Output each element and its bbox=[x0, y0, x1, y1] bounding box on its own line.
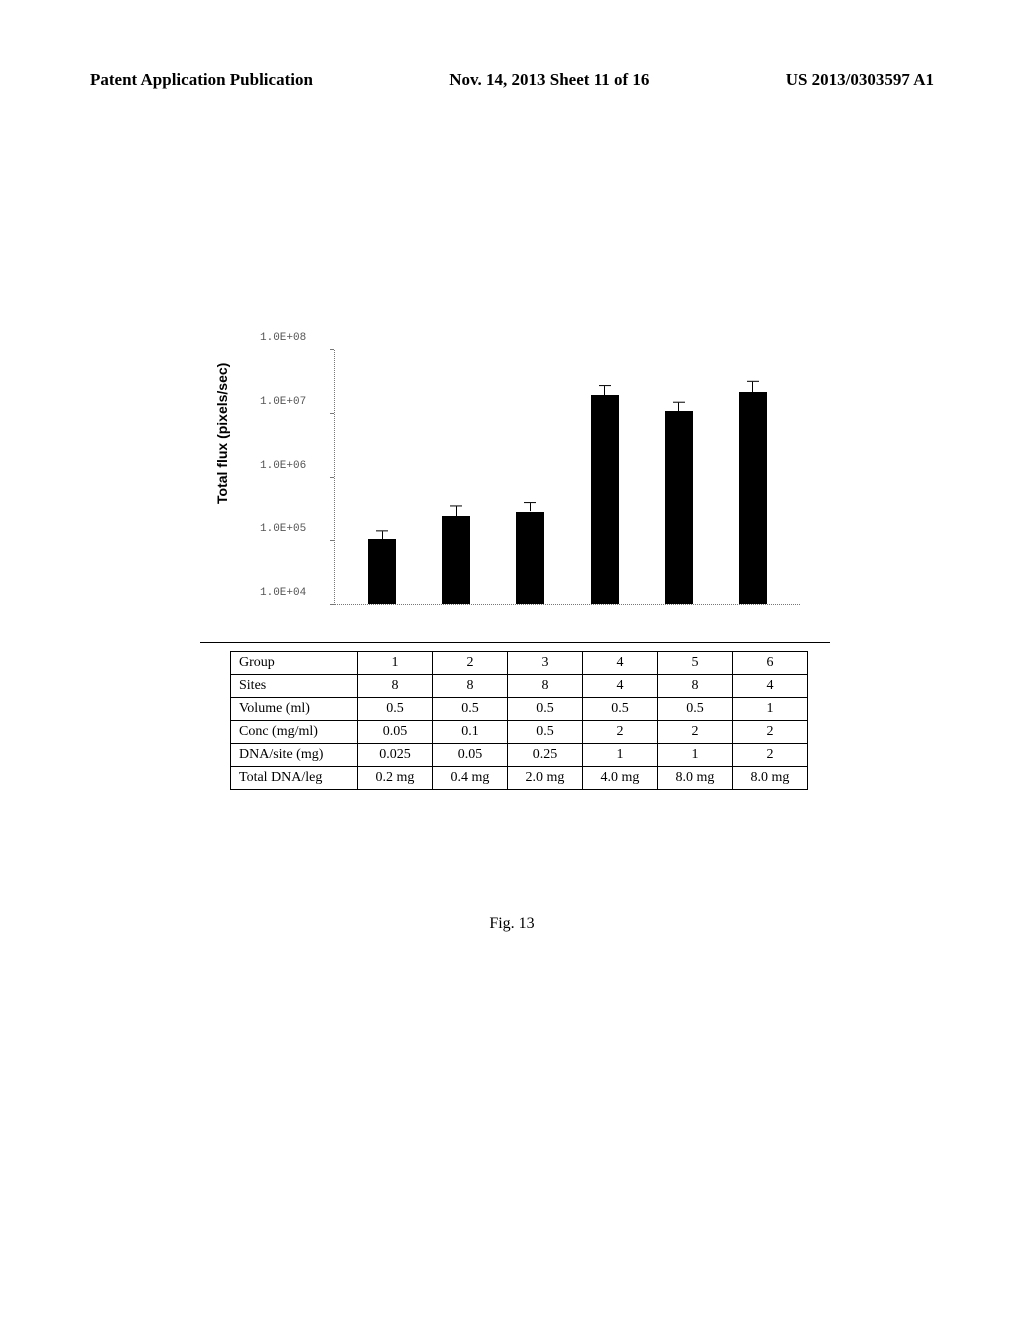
bar-column bbox=[573, 350, 635, 604]
y-tick: 1.0E+07 bbox=[260, 396, 306, 408]
table-cell: 0.1 bbox=[433, 721, 508, 744]
error-bar bbox=[450, 505, 462, 516]
row-header: Conc (mg/ml) bbox=[231, 721, 358, 744]
table-cell: 2 bbox=[583, 721, 658, 744]
table-row: Sites888484 bbox=[231, 675, 808, 698]
table-cell: 1 bbox=[658, 744, 733, 767]
table-cell: 0.025 bbox=[358, 744, 433, 767]
bar-column bbox=[499, 350, 561, 604]
header-center: Nov. 14, 2013 Sheet 11 of 16 bbox=[313, 70, 786, 90]
table-cell: 1 bbox=[583, 744, 658, 767]
divider-line bbox=[200, 642, 830, 643]
tick-mark bbox=[330, 413, 334, 414]
tick-mark bbox=[330, 349, 334, 350]
table-cell: 0.2 mg bbox=[358, 767, 433, 790]
bar bbox=[739, 392, 767, 604]
bar-column bbox=[722, 350, 784, 604]
table-cell: 8.0 mg bbox=[733, 767, 808, 790]
row-header: Volume (ml) bbox=[231, 698, 358, 721]
table-cell: 0.5 bbox=[508, 721, 583, 744]
tick-mark bbox=[330, 604, 334, 605]
table-row: Group123456 bbox=[231, 652, 808, 675]
table-cell: 0.5 bbox=[583, 698, 658, 721]
bar-chart: Total flux (pixels/sec) 1.0E+041.0E+051.… bbox=[230, 350, 800, 630]
figure-caption: Fig. 13 bbox=[0, 915, 1024, 933]
table-cell: 5 bbox=[658, 652, 733, 675]
table-row: DNA/site (mg)0.0250.050.25112 bbox=[231, 744, 808, 767]
table-row: Conc (mg/ml)0.050.10.5222 bbox=[231, 721, 808, 744]
y-tick: 1.0E+06 bbox=[260, 460, 306, 472]
bar bbox=[665, 411, 693, 604]
row-header: Total DNA/leg bbox=[231, 767, 358, 790]
table-cell: 4 bbox=[583, 675, 658, 698]
table-cell: 2 bbox=[433, 652, 508, 675]
table-cell: 1 bbox=[733, 698, 808, 721]
table-cell: 0.5 bbox=[508, 698, 583, 721]
table-cell: 0.5 bbox=[358, 698, 433, 721]
table-cell: 2.0 mg bbox=[508, 767, 583, 790]
table-cell: 8 bbox=[433, 675, 508, 698]
table-row: Total DNA/leg0.2 mg0.4 mg2.0 mg4.0 mg8.0… bbox=[231, 767, 808, 790]
tick-mark bbox=[330, 477, 334, 478]
header-right: US 2013/0303597 A1 bbox=[786, 70, 934, 90]
table-cell: 8 bbox=[508, 675, 583, 698]
table-cell: 2 bbox=[733, 744, 808, 767]
table-cell: 2 bbox=[733, 721, 808, 744]
error-bar bbox=[524, 502, 536, 512]
row-header: Group bbox=[231, 652, 358, 675]
error-bar bbox=[376, 530, 388, 539]
tick-mark bbox=[330, 540, 334, 541]
bar-column bbox=[351, 350, 413, 604]
table-cell: 6 bbox=[733, 652, 808, 675]
row-header: DNA/site (mg) bbox=[231, 744, 358, 767]
plot-area bbox=[334, 350, 800, 605]
bar bbox=[442, 516, 470, 604]
table-cell: 1 bbox=[358, 652, 433, 675]
table-body: Group123456Sites888484Volume (ml)0.50.50… bbox=[231, 652, 808, 790]
y-tick: 1.0E+08 bbox=[260, 332, 306, 344]
error-bar bbox=[747, 381, 759, 392]
header-left: Patent Application Publication bbox=[90, 70, 313, 90]
table-row: Volume (ml)0.50.50.50.50.51 bbox=[231, 698, 808, 721]
y-tick: 1.0E+05 bbox=[260, 523, 306, 535]
bar bbox=[591, 395, 619, 604]
table-cell: 8 bbox=[358, 675, 433, 698]
table-cell: 0.5 bbox=[658, 698, 733, 721]
table-cell: 0.4 mg bbox=[433, 767, 508, 790]
page-header: Patent Application Publication Nov. 14, … bbox=[0, 0, 1024, 90]
table-cell: 8.0 mg bbox=[658, 767, 733, 790]
table-cell: 2 bbox=[658, 721, 733, 744]
figure-13: Total flux (pixels/sec) 1.0E+041.0E+051.… bbox=[230, 350, 800, 790]
table-cell: 0.5 bbox=[433, 698, 508, 721]
table-cell: 0.05 bbox=[433, 744, 508, 767]
y-tick-labels: 1.0E+041.0E+051.0E+061.0E+071.0E+08 bbox=[260, 350, 320, 630]
table-cell: 0.25 bbox=[508, 744, 583, 767]
table-cell: 3 bbox=[508, 652, 583, 675]
table-cell: 4.0 mg bbox=[583, 767, 658, 790]
bar-column bbox=[648, 350, 710, 604]
table-cell: 8 bbox=[658, 675, 733, 698]
parameters-table: Group123456Sites888484Volume (ml)0.50.50… bbox=[230, 651, 808, 790]
table-cell: 4 bbox=[733, 675, 808, 698]
table-cell: 0.05 bbox=[358, 721, 433, 744]
y-tick: 1.0E+04 bbox=[260, 587, 306, 599]
bars-container bbox=[335, 350, 800, 604]
error-bar bbox=[673, 402, 685, 411]
bar bbox=[516, 512, 544, 604]
y-axis-label: Total flux (pixels/sec) bbox=[214, 363, 230, 504]
bar-column bbox=[425, 350, 487, 604]
error-bar bbox=[599, 385, 611, 395]
bar bbox=[368, 539, 396, 604]
row-header: Sites bbox=[231, 675, 358, 698]
table-cell: 4 bbox=[583, 652, 658, 675]
